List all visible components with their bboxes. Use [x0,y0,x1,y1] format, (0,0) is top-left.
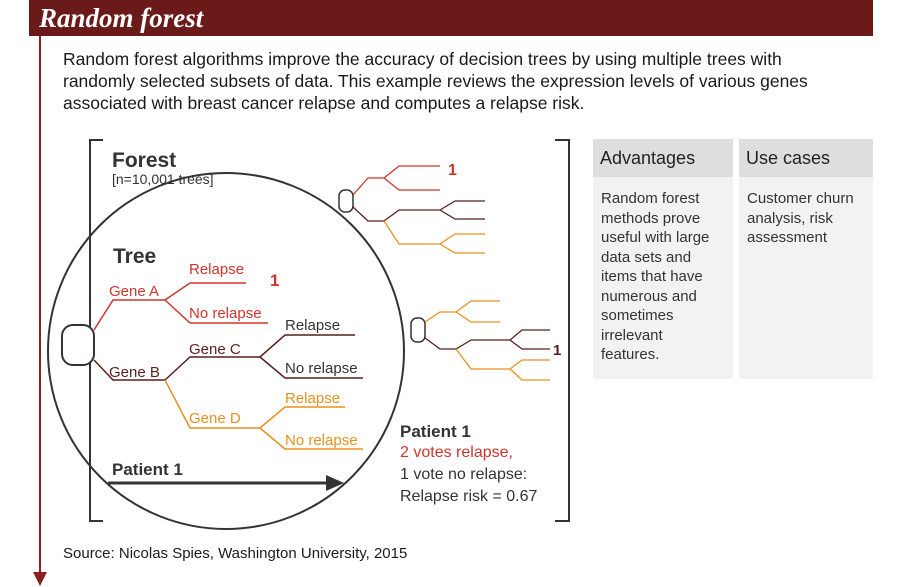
result-risk: Relapse risk = 0.67 [400,488,538,505]
gene-c-relapse-label: Relapse [285,317,340,334]
small-tree-1-vote: 1 [448,162,457,179]
tree-title: Tree [113,245,156,268]
intro-text: Random forest algorithms improve the acc… [63,49,808,113]
tree-vote-label: 1 [270,271,279,290]
header-bar: Random forest [29,0,873,36]
result-patient: Patient 1 [400,422,471,441]
patient-arrow-head-icon [326,475,344,491]
small-tree-2-vote: 1 [553,342,561,359]
advantages-title: Advantages [593,139,733,177]
use-cases-panel: Use cases Customer churn analysis, risk … [739,139,873,379]
forest-subtitle: [n=10,001 trees] [112,171,214,187]
advantages-panel: Advantages Random forest methods prove u… [593,139,733,379]
small-tree-2-orange-top [424,300,500,323]
gene-d-no-relapse-label: No relapse [285,432,358,449]
forest-bracket-right [555,139,570,522]
tree-circle [47,172,405,530]
gene-c-label: Gene C [189,341,241,358]
result-votes-relapse: 2 votes relapse, [400,444,513,461]
tree-root-node [61,324,95,366]
gene-a-no-relapse-label: No relapse [189,305,262,322]
use-cases-title: Use cases [739,139,873,177]
small-tree-1-red [352,165,440,196]
small-tree-1-orange [383,220,485,254]
small-tree-1-root [338,189,354,213]
result-votes-no-relapse: 1 vote no relapse: [400,466,527,483]
use-cases-body: Customer churn analysis, risk assessment [747,190,854,246]
gene-c-no-relapse-label: No relapse [285,360,358,377]
left-rule [39,36,41,574]
gene-b-branch [93,334,363,381]
gene-a-branch [93,282,268,331]
tree-patient-label: Patient 1 [112,460,183,479]
gene-b-label: Gene B [109,364,160,381]
small-tree-2-dark [424,329,550,350]
gene-a-relapse-label: Relapse [189,261,244,278]
source-note: Source: Nicolas Spies, Washington Univer… [63,545,408,562]
header-title: Random forest [39,3,204,33]
advantages-body: Random forest methods prove useful with … [601,190,710,363]
gene-d-branch [164,379,363,450]
gene-d-relapse-label: Relapse [285,390,340,407]
small-tree-1-dark [352,200,485,222]
gene-a-label: Gene A [109,283,159,300]
down-arrow-icon [33,572,47,586]
small-tree-2-root [410,317,426,343]
forest-title: Forest [112,149,176,172]
gene-d-label: Gene D [189,410,241,427]
small-tree-2-orange-bottom [455,348,550,381]
